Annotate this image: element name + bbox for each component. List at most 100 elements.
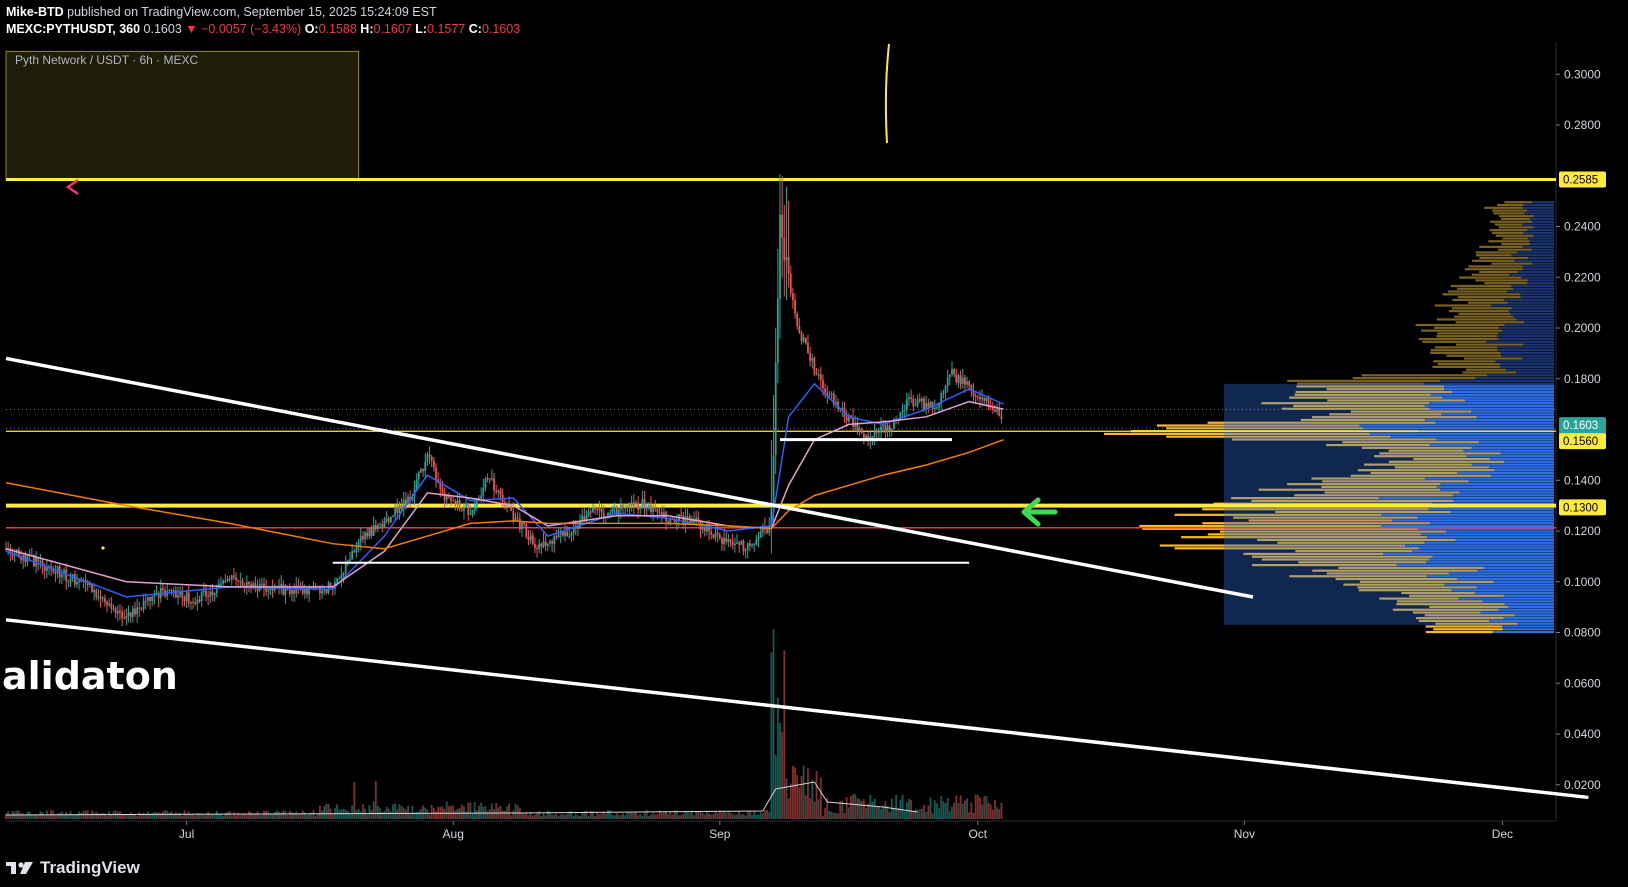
yellow-curve-drawing[interactable] <box>884 43 890 144</box>
candle-up <box>385 518 388 521</box>
time-tick-label: Oct <box>968 827 987 841</box>
volume-bar <box>852 794 854 819</box>
candle-up <box>690 519 693 523</box>
volume-profile-bar-up <box>1358 589 1452 592</box>
volume-bar <box>20 813 22 819</box>
volume-profile-bar-down <box>1429 407 1554 410</box>
volume-bar <box>813 801 816 819</box>
time-tick-label: Aug <box>443 827 464 841</box>
volume-profile-bar-up <box>1166 435 1391 438</box>
price-tag-resistance[interactable]: 0.2585 <box>1559 171 1606 188</box>
volume-profile-bar-down <box>1508 605 1554 609</box>
candle-up <box>564 531 566 536</box>
volume-profile-bar-up <box>1275 510 1451 514</box>
tradingview-brand[interactable]: TradingView <box>6 858 140 878</box>
candle-up <box>701 528 704 530</box>
volume-bar <box>192 813 194 819</box>
candle-up <box>67 581 70 583</box>
price-tag-support[interactable]: 0.1300 <box>1559 499 1606 516</box>
volume-bar <box>207 811 209 819</box>
volume-profile-bar-up <box>1370 471 1458 475</box>
volume-profile-bar-up <box>1350 410 1472 413</box>
publisher-name[interactable]: Mike-BTD <box>6 5 64 19</box>
candle-up <box>663 512 665 518</box>
candle-down <box>955 374 958 383</box>
volume-bar <box>650 814 652 819</box>
ma-mid-line[interactable] <box>5 400 1004 588</box>
volume-bar <box>948 811 951 819</box>
candle-down <box>95 590 98 598</box>
upper-trendline[interactable] <box>5 356 1254 599</box>
volume-bar <box>643 812 646 819</box>
candle-up <box>78 580 80 582</box>
volume-profile-bar-up <box>1436 318 1517 321</box>
volume-bar <box>157 812 160 819</box>
volume-bar <box>480 802 483 819</box>
volume-bar <box>916 809 919 819</box>
candle-up <box>484 478 487 488</box>
volume-bar <box>353 782 356 819</box>
candle-down <box>615 506 618 516</box>
candle-down <box>233 575 235 578</box>
candle-down <box>366 532 369 537</box>
volume-bar <box>667 814 670 819</box>
candle-down <box>329 582 332 587</box>
candle-down <box>460 509 463 511</box>
volume-bar <box>559 814 562 819</box>
volume-profile-bar-up <box>1500 217 1530 221</box>
candle-up <box>914 405 917 407</box>
lower-trendline[interactable] <box>5 618 1589 800</box>
candle-up <box>521 522 523 530</box>
candle-up <box>751 544 753 546</box>
volume-profile-bar-down <box>1504 460 1554 463</box>
candle-up <box>398 504 401 513</box>
volume-profile-bar-up <box>1433 628 1503 631</box>
price-tag-level[interactable]: 0.1560 <box>1559 433 1606 450</box>
volume-bar <box>321 810 323 819</box>
volume-profile-bar-up <box>1257 538 1456 542</box>
volume-profile-bar-down <box>1504 603 1554 606</box>
candle-up <box>785 257 788 261</box>
volume-profile-bar-down <box>1500 351 1554 355</box>
volume-bar <box>396 809 399 819</box>
candle-down <box>452 500 455 502</box>
volume-bar <box>106 815 108 819</box>
supply-zone-box[interactable] <box>5 50 360 181</box>
volume-bar <box>493 809 495 819</box>
candle-down <box>959 375 962 385</box>
candle-up <box>835 401 837 405</box>
volume-bar <box>209 814 212 819</box>
candle-down <box>596 509 599 511</box>
volume-bar <box>465 811 467 819</box>
candle-down <box>228 578 231 580</box>
symbol-name[interactable]: MEXC:PYTHUSDT, 360 <box>6 22 141 36</box>
volume-profile-bar-up <box>1430 349 1498 352</box>
volume-bar <box>37 814 40 819</box>
candle-down <box>325 589 328 593</box>
volume-bar <box>622 813 624 819</box>
candle-up <box>546 543 549 546</box>
volume-bar <box>929 797 932 819</box>
candle-up <box>172 590 175 592</box>
candle-down <box>91 583 93 593</box>
volume-bar <box>366 814 369 819</box>
volume-bar <box>525 811 528 819</box>
green-arrow-icon[interactable] <box>1021 497 1058 527</box>
volume-profile-bar-down <box>1465 399 1554 402</box>
volume-bar <box>426 809 429 819</box>
volume-profile-bar-down <box>1503 594 1554 597</box>
price-chart[interactable]: 0.3000 0.2800 0.2400 0.2200 0.2000 0.1800 0.14… <box>0 0 1628 850</box>
candle-down <box>729 539 732 542</box>
candle-up <box>383 520 386 528</box>
volume-bar <box>854 794 857 819</box>
ma-slow-line[interactable] <box>5 438 1004 550</box>
candle-up <box>402 499 405 510</box>
volume-profile-bar-down <box>1435 421 1554 424</box>
volume-bar <box>187 811 190 819</box>
volume-bar <box>503 810 506 819</box>
candle-down <box>319 586 321 594</box>
pink-arrow-icon[interactable] <box>65 178 79 196</box>
candle-up <box>753 544 756 546</box>
volume-profile-bar-down <box>1532 262 1554 265</box>
volume-bar <box>428 814 431 819</box>
